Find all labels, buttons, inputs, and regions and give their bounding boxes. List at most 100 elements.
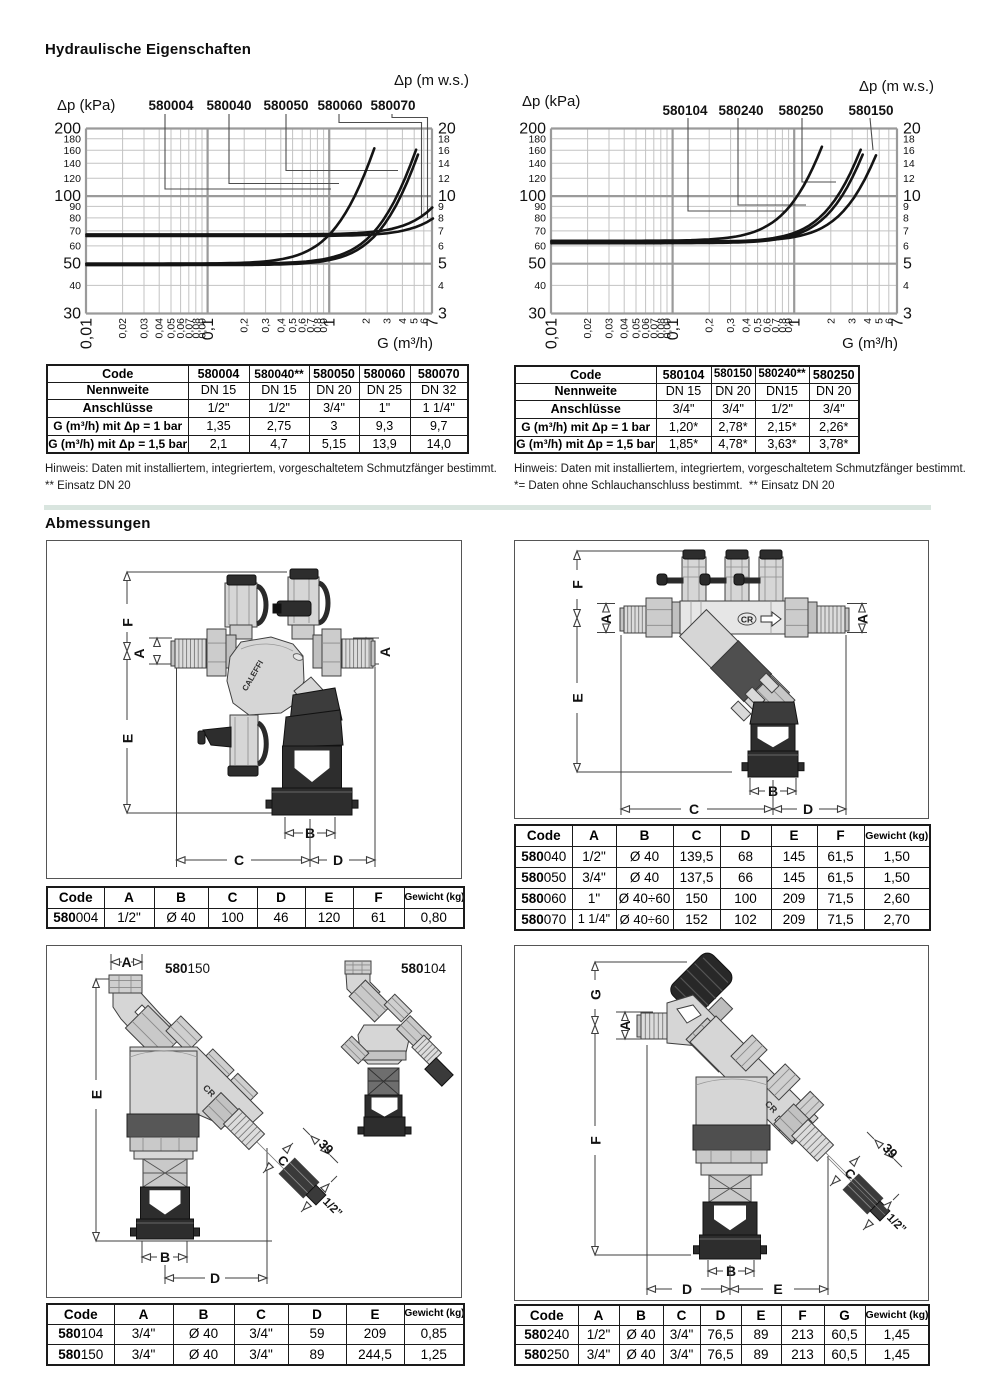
svg-text:2: 2: [360, 318, 372, 324]
svg-text:40: 40: [534, 280, 546, 292]
svg-text:90: 90: [69, 201, 81, 213]
svg-text:0,09: 0,09: [197, 318, 209, 339]
svg-text:20: 20: [903, 121, 921, 138]
svg-text:7: 7: [903, 225, 909, 237]
svg-text:0,4: 0,4: [275, 318, 287, 333]
svg-text:0,08: 0,08: [655, 318, 667, 339]
svg-text:580240: 580240: [718, 103, 763, 118]
svg-text:0,03: 0,03: [139, 318, 151, 339]
svg-text:9: 9: [903, 201, 909, 213]
svg-text:0,01: 0,01: [79, 318, 96, 349]
svg-text:A: A: [598, 614, 614, 624]
svg-text:0,05: 0,05: [631, 318, 643, 339]
svg-text:A: A: [617, 1020, 633, 1030]
svg-text:0,07: 0,07: [183, 318, 195, 339]
svg-text:6: 6: [903, 240, 909, 252]
svg-text:80: 80: [534, 212, 546, 224]
svg-text:580104: 580104: [662, 103, 708, 118]
svg-text:580150: 580150: [848, 103, 893, 118]
svg-text:0,6: 0,6: [297, 318, 309, 333]
svg-text:200: 200: [54, 121, 81, 138]
svg-text:0,1: 0,1: [665, 318, 682, 340]
svg-text:Δp (kPa): Δp (kPa): [522, 93, 580, 110]
svg-text:580250: 580250: [778, 103, 823, 118]
svg-text:580060: 580060: [317, 98, 362, 113]
svg-text:580050: 580050: [263, 98, 308, 113]
svg-text:0,4: 0,4: [740, 318, 752, 333]
svg-text:70: 70: [534, 225, 546, 237]
svg-text:0,6: 0,6: [762, 318, 774, 333]
svg-text:10: 10: [903, 188, 921, 205]
svg-text:7: 7: [890, 318, 907, 327]
svg-text:60: 60: [69, 240, 81, 252]
svg-text:A: A: [131, 648, 147, 658]
svg-text:14: 14: [903, 158, 915, 170]
svg-text:9: 9: [438, 201, 444, 213]
svg-text:3: 3: [438, 306, 447, 323]
svg-text:180: 180: [63, 133, 81, 145]
svg-text:4: 4: [397, 318, 409, 324]
svg-text:6: 6: [418, 318, 430, 324]
svg-text:1: 1: [787, 318, 804, 327]
svg-text:E: E: [773, 1281, 782, 1297]
svg-text:5: 5: [903, 256, 912, 273]
svg-text:0,2: 0,2: [704, 318, 716, 333]
svg-text:Δp (kPa): Δp (kPa): [57, 97, 115, 114]
svg-text:12: 12: [438, 173, 450, 185]
svg-text:5: 5: [438, 256, 447, 273]
svg-text:0,9: 0,9: [783, 318, 795, 333]
svg-text:580150: 580150: [165, 961, 210, 976]
svg-text:16: 16: [438, 145, 450, 157]
svg-text:A: A: [855, 614, 871, 624]
svg-text:7: 7: [438, 225, 444, 237]
svg-text:0,02: 0,02: [117, 318, 129, 339]
svg-text:F: F: [120, 618, 136, 627]
svg-text:1: 1: [322, 318, 339, 327]
svg-text:40: 40: [69, 280, 81, 292]
svg-text:0,5: 0,5: [287, 318, 299, 333]
svg-text:0,2: 0,2: [239, 318, 251, 333]
svg-text:0,9: 0,9: [318, 318, 330, 333]
svg-text:4: 4: [438, 280, 444, 292]
svg-text:100: 100: [519, 188, 546, 205]
svg-text:C: C: [234, 852, 244, 868]
svg-text:90: 90: [534, 201, 546, 213]
svg-text:18: 18: [438, 133, 450, 145]
svg-text:F: F: [588, 1136, 604, 1145]
svg-text:80: 80: [69, 212, 81, 224]
svg-text:7: 7: [425, 318, 442, 327]
svg-text:180: 180: [528, 133, 546, 145]
svg-text:0,09: 0,09: [662, 318, 674, 339]
svg-text:0,8: 0,8: [312, 318, 324, 333]
svg-text:C: C: [689, 801, 699, 817]
svg-text:580004: 580004: [148, 98, 194, 113]
svg-text:50: 50: [63, 256, 81, 273]
svg-text:E: E: [88, 1090, 104, 1099]
svg-text:CR: CR: [741, 615, 753, 625]
svg-text:0,06: 0,06: [640, 318, 652, 339]
svg-text:5: 5: [874, 318, 886, 324]
svg-text:0,7: 0,7: [770, 318, 782, 333]
svg-text:3: 3: [903, 306, 912, 323]
svg-text:A: A: [121, 954, 131, 970]
svg-text:0,04: 0,04: [619, 318, 631, 339]
svg-text:580070: 580070: [370, 98, 415, 113]
svg-text:0,04: 0,04: [154, 318, 166, 339]
svg-text:2: 2: [825, 318, 837, 324]
svg-text:0,3: 0,3: [260, 318, 272, 333]
svg-text:120: 120: [63, 173, 81, 185]
svg-text:A: A: [377, 647, 393, 657]
svg-text:0,7: 0,7: [305, 318, 317, 333]
svg-text:Δp (m w.s.): Δp (m w.s.): [394, 72, 469, 89]
svg-text:200: 200: [519, 121, 546, 138]
svg-text:14: 14: [438, 158, 450, 170]
svg-text:580040: 580040: [206, 98, 251, 113]
svg-text:3: 3: [382, 318, 394, 324]
svg-text:0,03: 0,03: [604, 318, 616, 339]
svg-text:140: 140: [63, 158, 81, 170]
svg-text:20: 20: [438, 121, 456, 138]
svg-text:G (m³/h): G (m³/h): [377, 335, 433, 352]
svg-text:120: 120: [528, 173, 546, 185]
svg-text:0,08: 0,08: [190, 318, 202, 339]
svg-text:Δp (m w.s.): Δp (m w.s.): [859, 78, 934, 95]
